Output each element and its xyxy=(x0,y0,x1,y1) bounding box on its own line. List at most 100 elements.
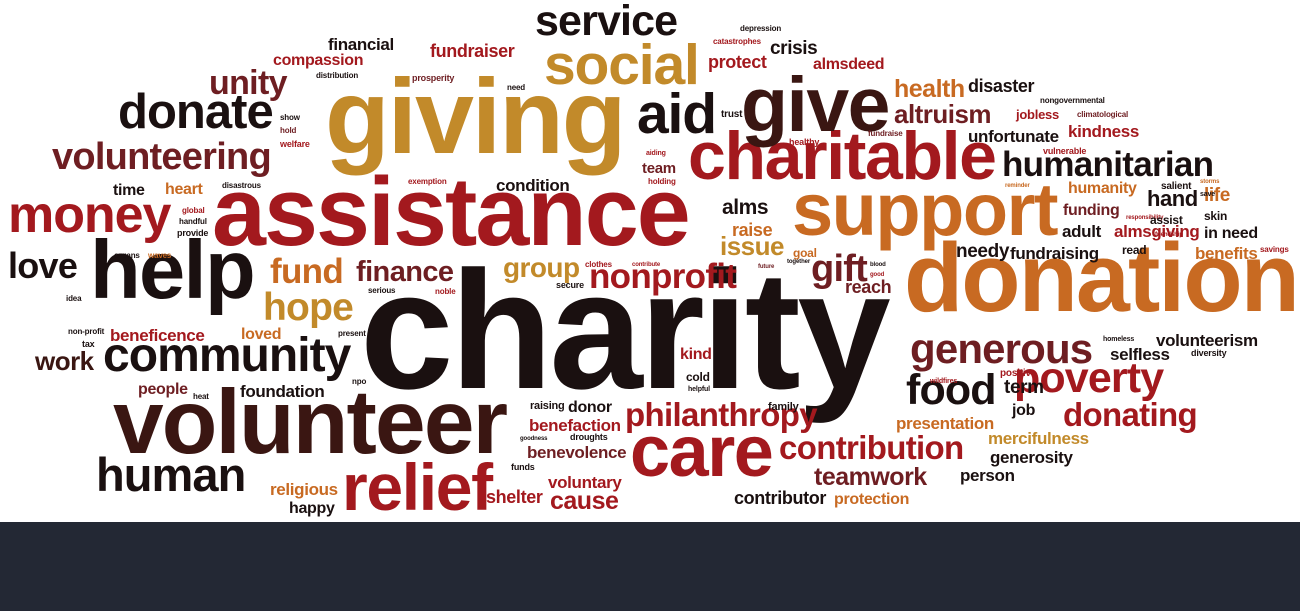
cloud-word: alms xyxy=(722,196,769,219)
cloud-word: person xyxy=(960,466,1015,485)
cloud-word: goal xyxy=(793,246,817,260)
cloud-word: show xyxy=(280,113,300,122)
cloud-word: term xyxy=(1004,377,1044,398)
cloud-word: fundraise xyxy=(868,129,903,138)
cloud-word: disaster xyxy=(968,76,1035,96)
cloud-word: voluntary xyxy=(548,473,622,492)
cloud-word: generosity xyxy=(990,448,1073,467)
cloud-word: raise xyxy=(732,220,773,240)
cloud-word: non-profit xyxy=(68,327,105,336)
cloud-word: gift xyxy=(811,248,868,290)
cloud-word: tax xyxy=(82,339,95,349)
cloud-word: disastrous xyxy=(222,181,261,190)
cloud-word: funds xyxy=(511,462,535,472)
cloud-word: volunteer xyxy=(113,372,508,473)
cloud-word: storms xyxy=(1200,179,1220,185)
cloud-word: friendship xyxy=(1155,232,1183,238)
cloud-word: cause xyxy=(550,487,619,515)
cloud-word: mercifulness xyxy=(988,429,1089,448)
cloud-word: fundraising xyxy=(1010,244,1099,263)
cloud-word: relief xyxy=(342,450,493,522)
cloud-word: protect xyxy=(708,52,767,72)
cloud-word: waves xyxy=(148,251,172,260)
cloud-word: time xyxy=(113,182,145,199)
cloud-word: presentation xyxy=(896,414,994,433)
cloud-word: benefaction xyxy=(529,416,621,435)
cloud-word: unity xyxy=(209,64,288,102)
cloud-word: needy xyxy=(956,241,1010,262)
cloud-word: selfless xyxy=(1110,345,1170,364)
cloud-word: need xyxy=(507,83,526,92)
cloud-word: donor xyxy=(568,399,612,416)
cloud-word: exemption xyxy=(408,177,447,186)
cloud-word: reminder xyxy=(1005,183,1030,189)
cloud-word: read xyxy=(1122,243,1147,257)
cloud-word: donate xyxy=(118,85,274,139)
word-cloud: charity giving assistance donation volunteer… xyxy=(8,0,1300,522)
cloud-word: secure xyxy=(556,280,584,290)
cloud-word: fund xyxy=(270,252,344,291)
cloud-word: money xyxy=(8,186,171,244)
cloud-word: assistance xyxy=(212,157,691,266)
cloud-word: nonprofit xyxy=(589,257,737,296)
cloud-word: donation xyxy=(904,223,1300,332)
cloud-word: food xyxy=(906,366,997,414)
cloud-word: present xyxy=(338,329,366,338)
cloud-word: contribution xyxy=(779,429,964,466)
cloud-word: catastrophes xyxy=(713,37,761,46)
cloud-word: aid xyxy=(637,82,717,146)
cloud-word: life xyxy=(1204,185,1230,206)
cloud-word: service xyxy=(535,0,678,45)
cloud-word: benevolence xyxy=(527,443,627,462)
cloud-word: salient xyxy=(1161,181,1192,192)
cloud-word: hand xyxy=(1147,186,1198,211)
cloud-word: assist xyxy=(1150,213,1183,227)
cloud-word: altruism xyxy=(894,99,992,129)
cloud-word: giving xyxy=(325,58,627,176)
cloud-word: aiding xyxy=(646,150,666,157)
cloud-word: blood xyxy=(870,262,886,268)
cloud-word: future xyxy=(758,264,775,270)
cloud-word: human xyxy=(96,448,246,501)
cloud-word: shelter xyxy=(486,487,543,507)
cloud-word: philanthropy xyxy=(625,396,818,433)
cloud-word: almsdeed xyxy=(813,56,885,73)
cloud-word: protection xyxy=(834,491,910,508)
cloud-word: responsibility xyxy=(1126,215,1164,221)
cloud-word: npo xyxy=(352,377,367,386)
cloud-word: people xyxy=(138,381,188,398)
cloud-word: kindness xyxy=(1068,122,1139,141)
cloud-word: humanitarian xyxy=(1002,145,1214,184)
cloud-word: health xyxy=(894,75,965,103)
cloud-word: condition xyxy=(496,176,570,195)
cloud-word: helpful xyxy=(688,386,710,393)
cloud-word: job xyxy=(1012,402,1036,419)
cloud-word: wildfires xyxy=(930,378,958,385)
cloud-word: cold xyxy=(686,370,710,384)
cloud-word: financial xyxy=(328,35,394,54)
cloud-word: compassion xyxy=(273,52,364,69)
cloud-word: fundraiser xyxy=(430,41,515,61)
cloud-word: depression xyxy=(740,24,782,33)
cloud-word: issue xyxy=(720,231,784,261)
cloud-word: love xyxy=(8,245,78,286)
cloud-word: kind xyxy=(680,346,712,363)
cloud-word: foundation xyxy=(240,382,325,401)
cloud-word: generous xyxy=(910,325,1093,372)
cloud-word: humanity xyxy=(1068,180,1137,197)
cloud-word: noble xyxy=(435,287,456,296)
cloud-word: unfortunate xyxy=(968,127,1059,146)
cloud-word: idea xyxy=(66,294,82,303)
cloud-word: heat xyxy=(193,392,209,401)
cloud-word: diversity xyxy=(1191,348,1227,358)
cloud-word: climatological xyxy=(1077,110,1129,119)
cloud-word: work xyxy=(35,346,94,376)
cloud-word: contribute xyxy=(632,262,661,268)
cloud-word: prosperity xyxy=(412,73,455,83)
cloud-word: crisis xyxy=(770,38,818,59)
cloud-word: beneficence xyxy=(110,326,205,345)
cloud-word: family xyxy=(768,401,799,413)
cloud-word: volunteerism xyxy=(1156,331,1258,350)
cloud-word: hope xyxy=(263,286,354,329)
